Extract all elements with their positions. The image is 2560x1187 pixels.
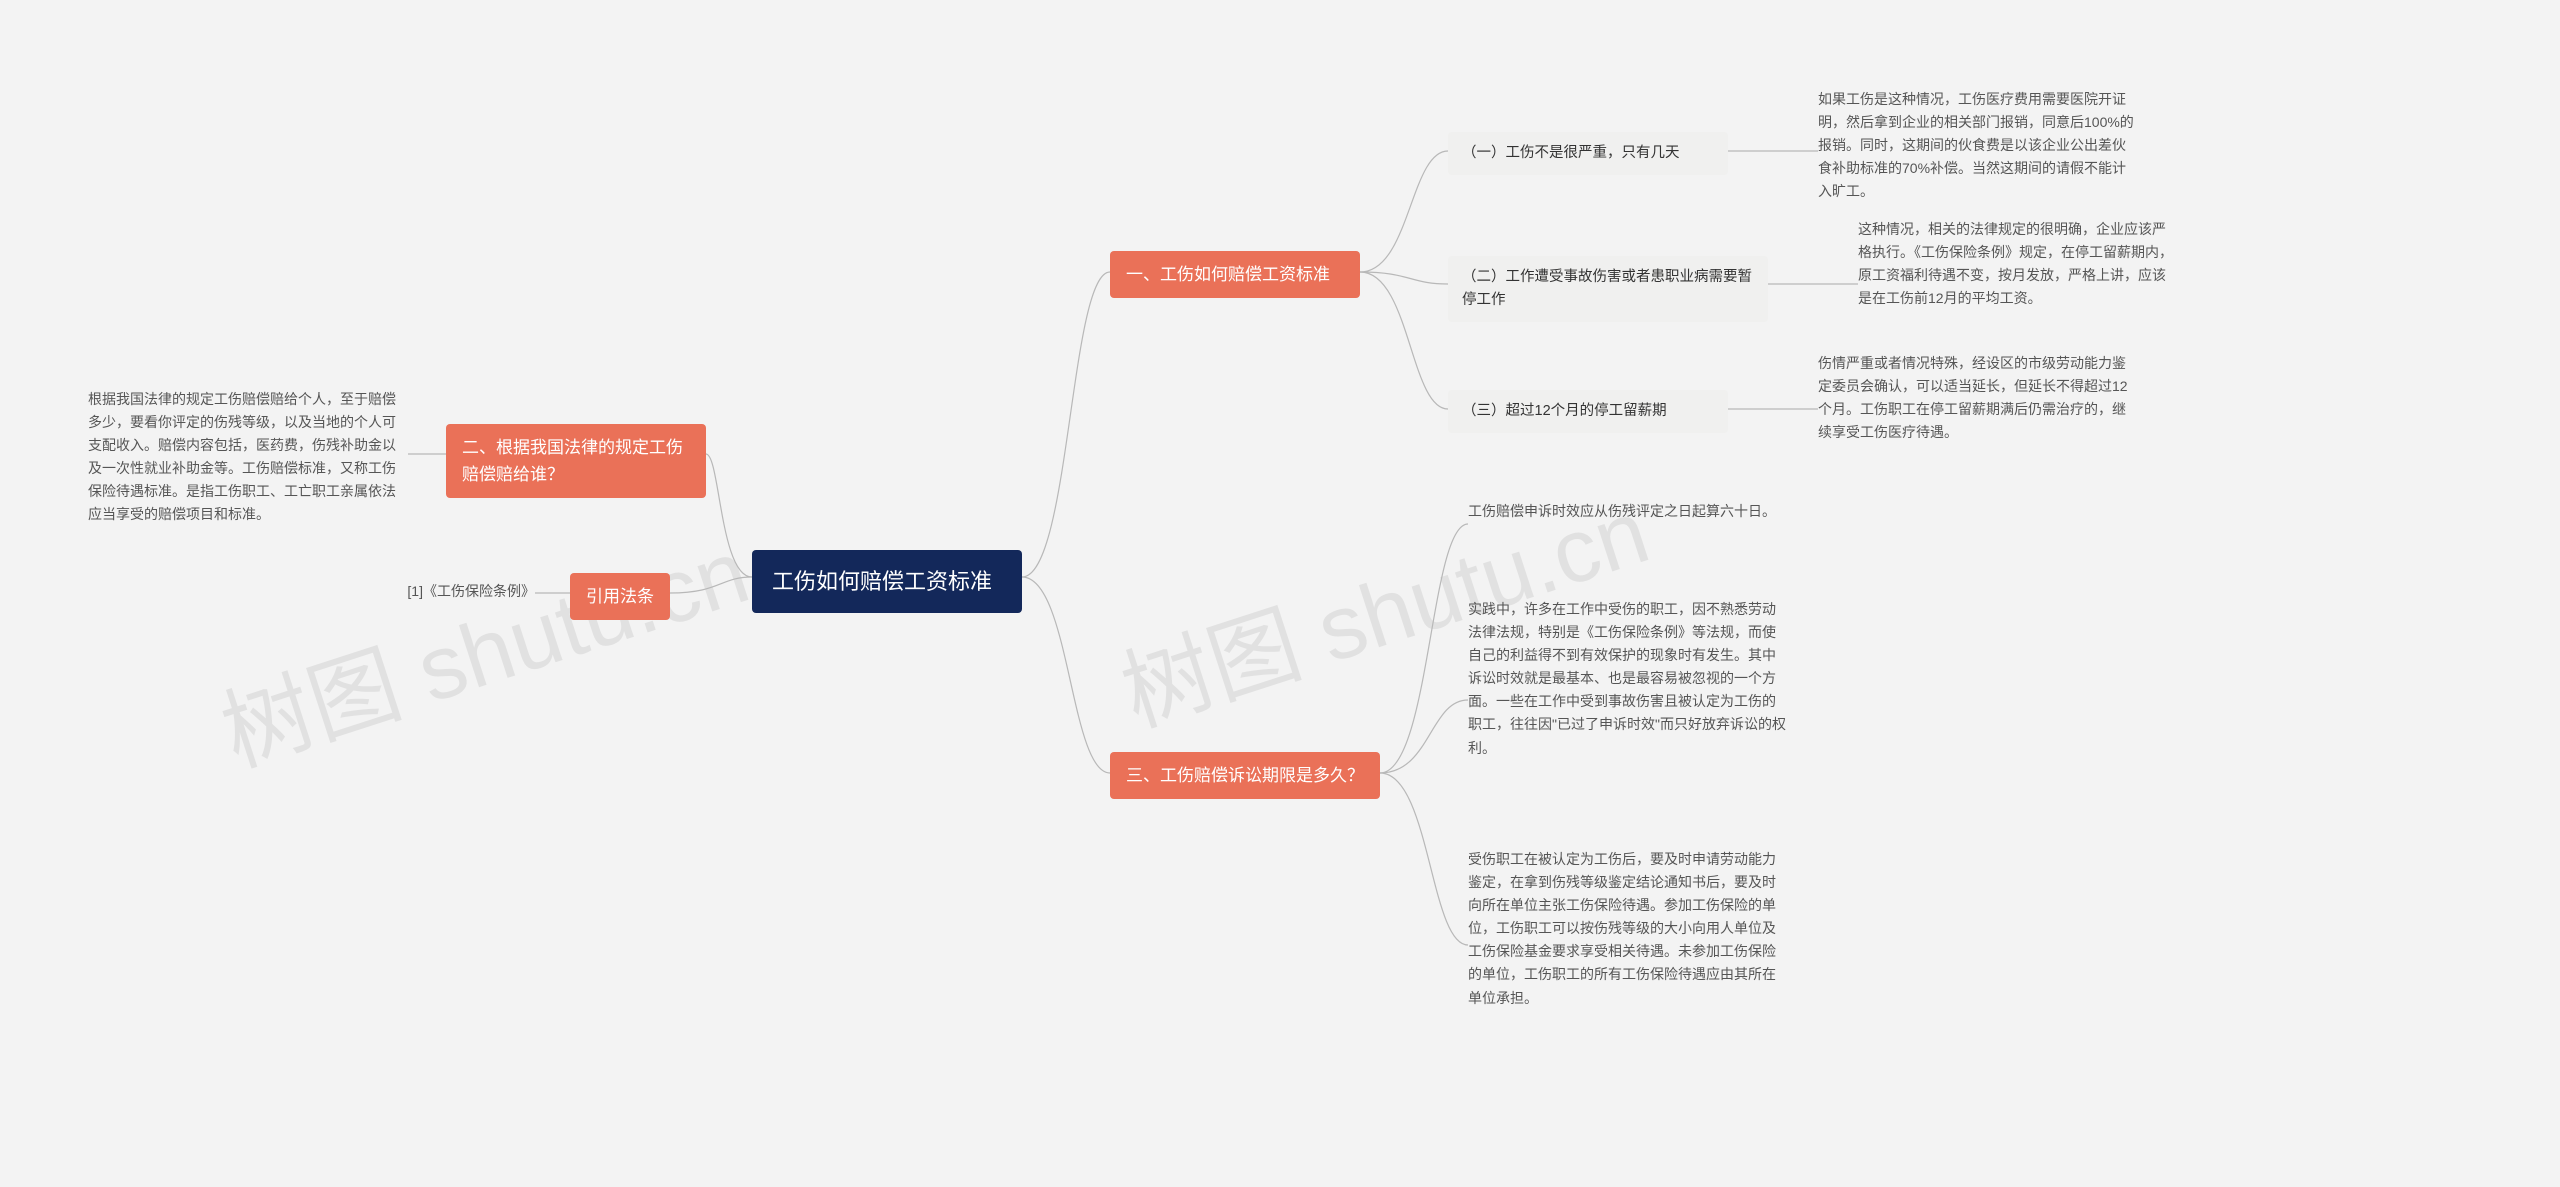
branch-section-3[interactable]: 三、工伤赔偿诉讼期限是多久？ (1110, 752, 1380, 799)
detail-3a: 工伤赔偿申诉时效应从伤残评定之日起算六十日。 (1468, 500, 1788, 523)
detail-1c: 伤情严重或者情况特殊，经设区的市级劳动能力鉴定委员会确认，可以适当延长，但延长不… (1818, 352, 2138, 444)
branch-citation[interactable]: 引用法条 (570, 573, 670, 620)
detail-3c: 受伤职工在被认定为工伤后，要及时申请劳动能力鉴定，在拿到伤残等级鉴定结论通知书后… (1468, 848, 1788, 1010)
leaf-1c-label: （三）超过12个月的停工留薪期 (1462, 403, 1667, 419)
leaf-1b[interactable]: （二）工作遭受事故伤害或者患职业病需要暂停工作 (1448, 256, 1768, 322)
leaf-1c[interactable]: （三）超过12个月的停工留薪期 (1448, 390, 1728, 433)
detail-1a: 如果工伤是这种情况，工伤医疗费用需要医院开证明，然后拿到企业的相关部门报销，同意… (1818, 88, 2138, 203)
branch-2-label: 二、根据我国法律的规定工伤赔偿赔给谁？ (462, 438, 683, 484)
root-label: 工伤如何赔偿工资标准 (772, 569, 992, 594)
detail-3b: 实践中，许多在工作中受伤的职工，因不熟悉劳动法律法规，特别是《工伤保险条例》等法… (1468, 598, 1788, 760)
branch-3-label: 三、工伤赔偿诉讼期限是多久？ (1126, 766, 1364, 785)
watermark: 树图 shutu.cn (203, 499, 762, 791)
branch-section-1[interactable]: 一、工伤如何赔偿工资标准 (1110, 251, 1360, 298)
detail-1b: 这种情况，相关的法律规定的很明确，企业应该严格执行。《工伤保险条例》规定，在停工… (1858, 218, 2178, 310)
leaf-1a-label: （一）工伤不是很严重，只有几天 (1462, 145, 1680, 161)
leaf-1b-label: （二）工作遭受事故伤害或者患职业病需要暂停工作 (1462, 269, 1752, 308)
detail-citation: [1]《工伤保险条例》 (365, 580, 535, 603)
leaf-1a[interactable]: （一）工伤不是很严重，只有几天 (1448, 132, 1728, 175)
root-node[interactable]: 工伤如何赔偿工资标准 (752, 550, 1022, 613)
branch-1-label: 一、工伤如何赔偿工资标准 (1126, 265, 1330, 284)
citation-label: 引用法条 (586, 587, 654, 606)
branch-section-2[interactable]: 二、根据我国法律的规定工伤赔偿赔给谁？ (446, 424, 706, 498)
detail-2: 根据我国法律的规定工伤赔偿赔给个人，至于赔偿多少，要看你评定的伤残等级，以及当地… (88, 388, 408, 527)
